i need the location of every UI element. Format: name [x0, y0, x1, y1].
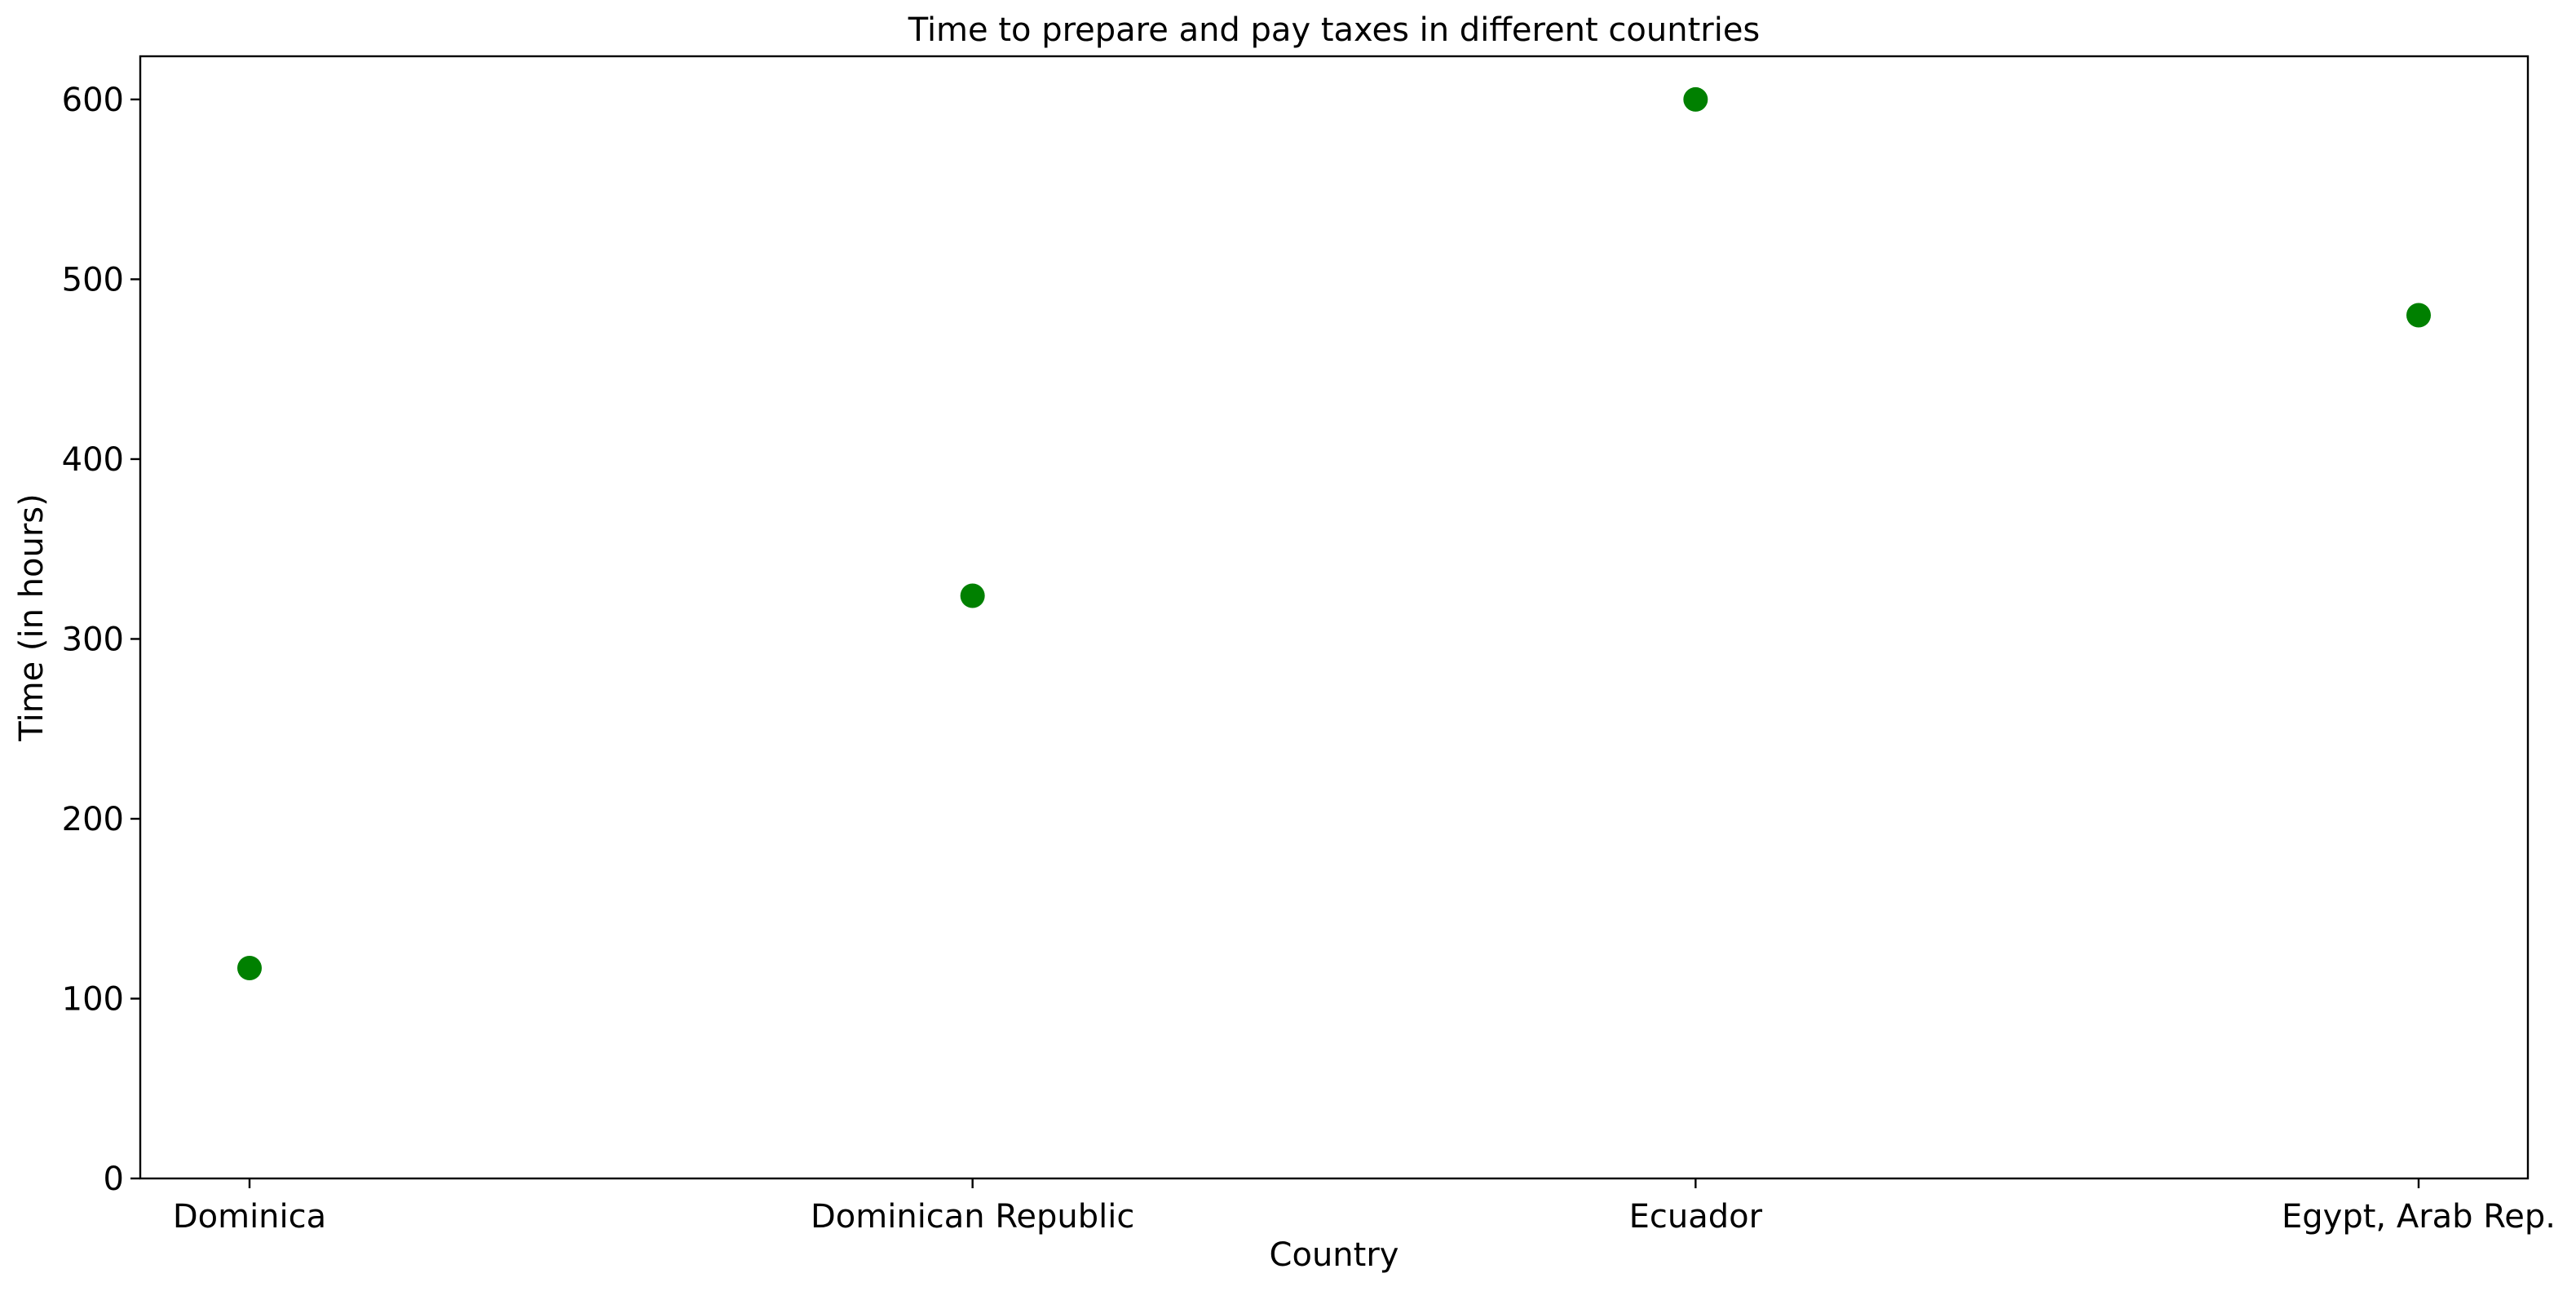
data-point	[237, 956, 262, 980]
data-point	[960, 583, 985, 608]
y-axis-label: Time (in hours)	[13, 493, 51, 741]
y-tick-label: 200	[62, 801, 124, 838]
x-tick-label: Egypt, Arab Rep.	[2282, 1198, 2556, 1236]
x-tick-label: Dominica	[173, 1198, 326, 1236]
y-tick-label: 0	[104, 1161, 124, 1198]
chart-title: Time to prepare and pay taxes in differe…	[908, 11, 1761, 49]
y-tick-label: 400	[62, 441, 124, 479]
y-axis-ticks: 0 100 200 300 400 500 600	[62, 82, 140, 1198]
x-tick-label: Ecuador	[1629, 1198, 1763, 1236]
x-axis-label: Country	[1270, 1236, 1399, 1274]
data-points	[237, 86, 2431, 980]
y-tick-label: 500	[62, 261, 124, 298]
plot-area-frame	[139, 55, 2530, 1180]
x-tick-label: Dominican Republic	[811, 1198, 1134, 1236]
x-axis-ticks: Dominica Dominican Republic Ecuador Egypt, …	[173, 1178, 2556, 1236]
y-tick-label: 100	[62, 980, 124, 1018]
y-tick-label: 600	[62, 82, 124, 119]
data-point	[2406, 303, 2431, 328]
y-tick-label: 300	[62, 621, 124, 658]
data-point	[1683, 86, 1708, 112]
